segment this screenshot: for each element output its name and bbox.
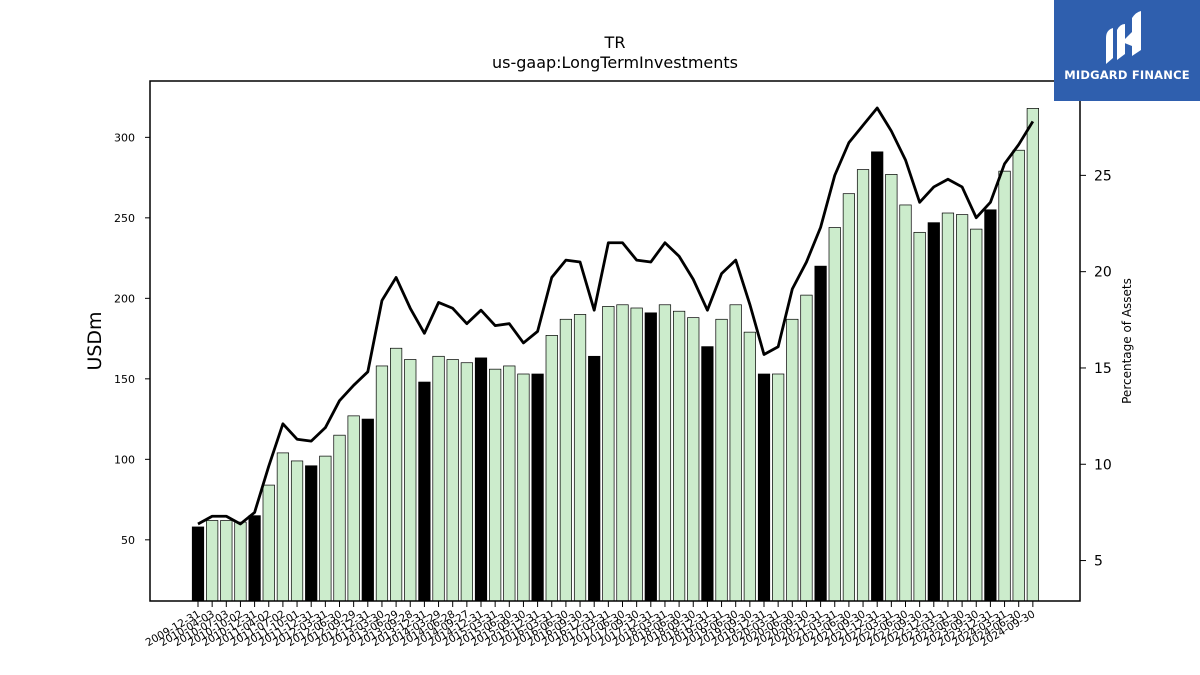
bar bbox=[276, 452, 289, 602]
bar bbox=[602, 306, 615, 602]
bar bbox=[828, 227, 841, 602]
bar bbox=[206, 520, 219, 602]
bar bbox=[545, 335, 558, 602]
y-tick-label: 50 bbox=[121, 534, 135, 547]
bar bbox=[305, 465, 318, 602]
bar bbox=[503, 365, 516, 602]
y2-tick-label: 15 bbox=[1094, 361, 1112, 377]
bar bbox=[446, 359, 459, 602]
bar bbox=[375, 365, 389, 602]
bar bbox=[531, 373, 544, 602]
midgard-logo-icon bbox=[1106, 11, 1141, 64]
bar bbox=[856, 169, 870, 602]
bar bbox=[588, 355, 601, 602]
bar bbox=[361, 418, 374, 602]
bar bbox=[262, 484, 275, 602]
y-tick-label: 100 bbox=[114, 453, 135, 466]
bar bbox=[1026, 108, 1039, 602]
y-axis-ticks: 50 100 150 200 250 300 bbox=[114, 131, 150, 547]
bar bbox=[913, 231, 926, 602]
bar bbox=[248, 515, 261, 602]
bar bbox=[729, 304, 742, 602]
bar bbox=[333, 434, 346, 602]
bar bbox=[220, 520, 233, 602]
bar bbox=[644, 312, 657, 602]
bar bbox=[814, 265, 827, 602]
y2-axis-ticks: 5 10 15 20 25 bbox=[1080, 168, 1112, 570]
bar bbox=[658, 304, 672, 602]
y-tick-label: 250 bbox=[114, 212, 135, 225]
bar bbox=[290, 460, 304, 602]
bar bbox=[842, 193, 856, 602]
bar bbox=[517, 373, 530, 602]
bar bbox=[941, 212, 955, 602]
bar bbox=[871, 151, 884, 602]
bar bbox=[432, 355, 445, 602]
bar bbox=[984, 209, 997, 602]
brand-logo-text: MIDGARD FINANCE bbox=[1064, 68, 1190, 82]
bar bbox=[234, 521, 247, 602]
bar bbox=[786, 318, 799, 602]
percentage-line-series bbox=[197, 106, 1035, 526]
bar bbox=[191, 526, 205, 602]
bar bbox=[970, 228, 983, 602]
bar-series bbox=[191, 108, 1039, 602]
bar bbox=[701, 346, 714, 602]
bar bbox=[800, 294, 813, 602]
y2-axis-label: Percentage of Assets bbox=[1120, 278, 1134, 404]
y2-tick-label: 10 bbox=[1094, 457, 1112, 473]
chart-title: TR bbox=[604, 33, 626, 52]
y2-tick-label: 5 bbox=[1094, 554, 1103, 570]
bar bbox=[885, 174, 898, 602]
y2-tick-label: 20 bbox=[1094, 265, 1112, 281]
chart-subtitle: us-gaap:LongTermInvestments bbox=[492, 53, 738, 72]
bar bbox=[404, 359, 417, 602]
bar bbox=[474, 357, 488, 602]
bar bbox=[418, 381, 431, 602]
bar bbox=[955, 214, 969, 602]
bar bbox=[630, 307, 643, 602]
bar bbox=[319, 455, 332, 602]
bar bbox=[672, 310, 686, 602]
brand-logo: MIDGARD FINANCE bbox=[1054, 0, 1200, 101]
bar bbox=[715, 318, 728, 602]
bar bbox=[687, 317, 700, 602]
bar bbox=[899, 204, 912, 602]
bar bbox=[927, 222, 940, 602]
bar bbox=[772, 373, 785, 602]
bar bbox=[743, 331, 756, 602]
percentage-line bbox=[197, 106, 1035, 526]
bar bbox=[489, 368, 502, 602]
bar bbox=[998, 170, 1011, 602]
plot-frame bbox=[149, 80, 1081, 602]
y-tick-label: 300 bbox=[114, 131, 135, 144]
y-axis-label: USDm bbox=[84, 311, 106, 370]
bar bbox=[347, 415, 360, 602]
bar bbox=[390, 347, 403, 602]
x-axis-ticks: 2009-12-312010-04-032010-07-032010-10-02… bbox=[144, 601, 1037, 649]
y-tick-label: 200 bbox=[114, 292, 135, 305]
bar bbox=[460, 362, 473, 602]
bar bbox=[757, 373, 771, 602]
bar bbox=[616, 304, 629, 602]
bar bbox=[573, 314, 587, 602]
bar bbox=[559, 318, 573, 602]
y-tick-label: 150 bbox=[114, 373, 135, 386]
bar bbox=[1012, 149, 1025, 602]
y2-tick-label: 25 bbox=[1094, 168, 1112, 184]
